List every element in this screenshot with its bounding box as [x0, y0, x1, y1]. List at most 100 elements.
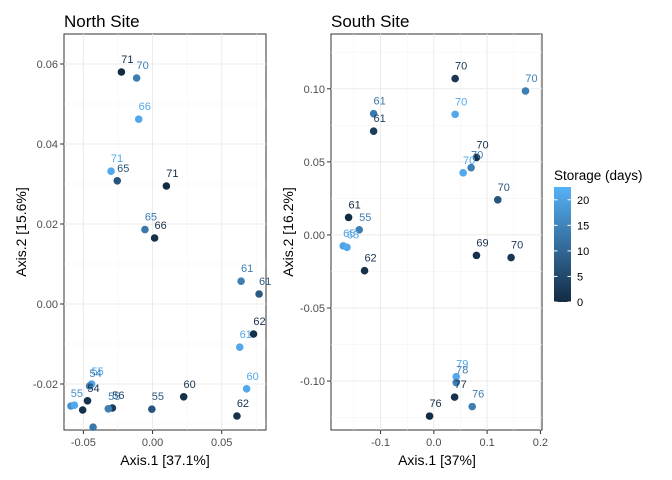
- scatter-point: [179, 393, 188, 401]
- point-label: 79: [456, 359, 468, 371]
- point-label: 71: [111, 153, 123, 165]
- scatter-point: [83, 397, 92, 405]
- scatter-point: [450, 393, 459, 401]
- x-tick-label: 0.05: [211, 437, 232, 449]
- north-plot-area: [63, 33, 267, 431]
- scatter-point: [343, 243, 351, 252]
- scatter-point: [89, 423, 97, 432]
- point-label: 61: [374, 113, 386, 125]
- scatter-point: [249, 330, 258, 338]
- x-tick-label: 0.00: [142, 437, 163, 449]
- point-label: 70: [455, 96, 467, 108]
- scatter-point: [369, 127, 378, 135]
- scatter-point: [452, 378, 461, 387]
- scatter-point: [425, 412, 434, 420]
- point-label: 66: [139, 101, 151, 113]
- point-label: 65: [117, 163, 129, 175]
- y-tick-label: 0.06: [37, 59, 58, 71]
- south-gridlines: [331, 34, 542, 430]
- point-label: 65: [343, 228, 355, 240]
- y-tick-label: 0.04: [37, 139, 58, 151]
- scatter-point: [493, 196, 502, 204]
- point-label: 70: [471, 150, 483, 162]
- north-gridlines: [64, 34, 266, 430]
- south-points: [339, 74, 530, 420]
- y-tick-label: -0.10: [300, 376, 325, 388]
- point-label: 55: [359, 212, 371, 224]
- point-label: 78: [456, 365, 468, 377]
- scatter-point: [459, 169, 467, 177]
- scatter-point: [452, 372, 461, 381]
- scatter-point: [113, 177, 122, 185]
- north-x-ticks: -0.05 0.00 0.05: [71, 430, 232, 449]
- point-label: 62: [253, 316, 265, 328]
- point-label: 65: [347, 229, 359, 241]
- point-label: 61: [348, 199, 360, 211]
- point-label: 71: [166, 168, 178, 180]
- point-label: 65: [145, 212, 157, 224]
- legend-break-label: 20: [577, 195, 589, 207]
- point-label: 61: [259, 276, 271, 288]
- point-label: 55: [92, 366, 104, 378]
- color-legend: Storage (days) 0 5 10 15 20: [554, 168, 643, 309]
- scatter-point: [132, 74, 141, 82]
- point-label: 62: [237, 398, 249, 410]
- scatter-point: [104, 405, 113, 413]
- scatter-point: [451, 74, 459, 83]
- point-label: 54: [87, 383, 99, 395]
- point-label: 60: [247, 371, 259, 383]
- legend-break-label: 15: [577, 220, 589, 232]
- scatter-point: [148, 405, 156, 414]
- point-label: 76: [429, 398, 441, 410]
- scatter-point: [162, 182, 171, 190]
- point-label: 70: [137, 60, 149, 72]
- point-label: 77: [454, 379, 466, 391]
- point-label: 70: [476, 139, 488, 151]
- y-tick-label: 0.00: [37, 299, 58, 311]
- y-tick-label: 0.02: [37, 219, 58, 231]
- y-tick-label: 0.00: [304, 230, 325, 242]
- scatter-point: [507, 253, 515, 262]
- north-site-title: North Site: [64, 12, 140, 31]
- point-label: 76: [472, 389, 484, 401]
- x-tick-label: 0.0: [426, 437, 441, 449]
- scatter-point: [369, 109, 378, 118]
- scatter-point: [468, 402, 476, 411]
- point-label: 66: [154, 220, 166, 232]
- scatter-point: [107, 167, 115, 175]
- north-x-axis-title: Axis.1 [37.1%]: [120, 452, 210, 468]
- south-y-ticks: -0.10 -0.05 0.00 0.05 0.10: [300, 84, 331, 388]
- point-label: 56: [112, 390, 124, 402]
- legend-colorbar: [554, 187, 571, 302]
- scatter-point: [134, 115, 143, 123]
- scatter-point: [467, 163, 475, 172]
- scatter-point: [255, 290, 263, 298]
- y-tick-label: -0.02: [33, 379, 58, 391]
- point-label: 55: [108, 391, 120, 403]
- scatter-point: [472, 153, 481, 162]
- point-label: 62: [364, 253, 376, 265]
- x-tick-label: 0.1: [479, 437, 494, 449]
- north-y-ticks: -0.02 0.00 0.02 0.04 0.06: [33, 59, 64, 391]
- scatter-point: [344, 213, 353, 222]
- scatter-point: [117, 68, 126, 76]
- scatter-point: [472, 251, 481, 260]
- scatter-point: [360, 266, 369, 275]
- north-points: [67, 68, 263, 432]
- point-label: 60: [184, 379, 196, 391]
- scatter-point: [242, 385, 251, 393]
- south-plot-area: [330, 33, 543, 431]
- point-label: 69: [476, 237, 488, 249]
- point-label: 55: [71, 388, 83, 400]
- point-label: 70: [455, 61, 467, 73]
- scatter-point: [237, 277, 245, 286]
- legend-break-label: 0: [577, 297, 583, 309]
- point-label: 61: [240, 329, 252, 341]
- point-label: 70: [525, 73, 537, 85]
- south-x-axis-title: Axis.1 [37%]: [398, 452, 476, 468]
- scatter-point: [451, 110, 459, 119]
- point-label: 55: [152, 391, 164, 403]
